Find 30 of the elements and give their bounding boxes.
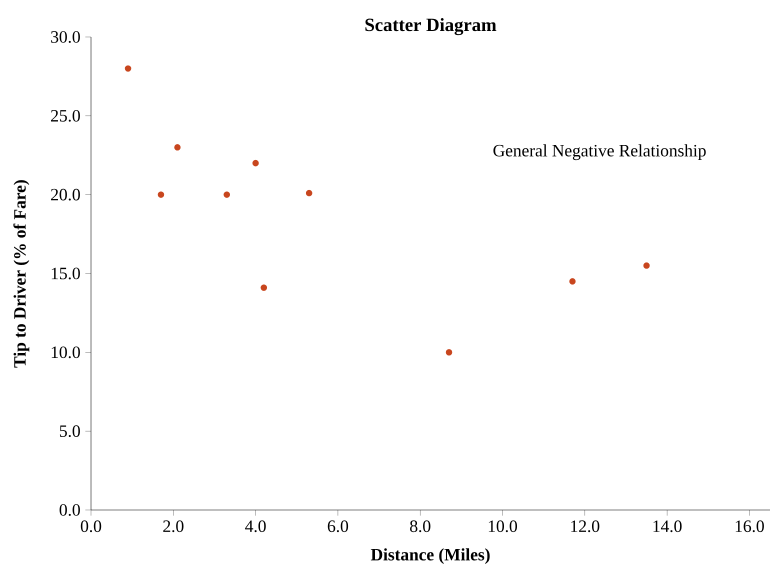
- point: [643, 262, 650, 269]
- x-tick-label: 12.0: [571, 520, 600, 532]
- point: [569, 278, 576, 285]
- point: [260, 284, 268, 291]
- annotation: General Negative Relationship: [493, 144, 706, 160]
- point: [124, 65, 132, 72]
- point: [306, 190, 312, 196]
- x-tick-label: 6.0: [328, 520, 348, 532]
- point: [224, 191, 230, 198]
- y-tick-label: 20.0: [51, 188, 80, 201]
- point: [252, 160, 259, 166]
- x-tick-label: 0.0: [80, 520, 102, 532]
- y-tick-label: 25.0: [51, 110, 80, 122]
- x-tick-label: 2.0: [163, 520, 184, 532]
- y-tick-label: 15.0: [52, 268, 80, 280]
- x-tick-label: 14.0: [653, 520, 682, 532]
- x-tick-label: 8.0: [410, 520, 430, 532]
- y-tick-label: 0.0: [60, 504, 80, 516]
- x-tick-label: 10.0: [488, 520, 518, 532]
- x-axis-title: Distance (Miles): [370, 548, 490, 564]
- y-tick-label: 5.0: [60, 425, 80, 438]
- y-tick-label: 10.0: [52, 346, 80, 358]
- y-tick-label: 30.0: [51, 31, 80, 43]
- point: [174, 144, 181, 151]
- x-tick-label: 4.0: [245, 520, 266, 532]
- x-tick-label: 16.0: [736, 520, 764, 532]
- y-axis-title: Tip to Driver (% of Fare): [13, 180, 30, 368]
- point: [446, 349, 452, 356]
- chart-title: Scatter Diagram: [365, 18, 496, 36]
- point: [158, 191, 164, 198]
